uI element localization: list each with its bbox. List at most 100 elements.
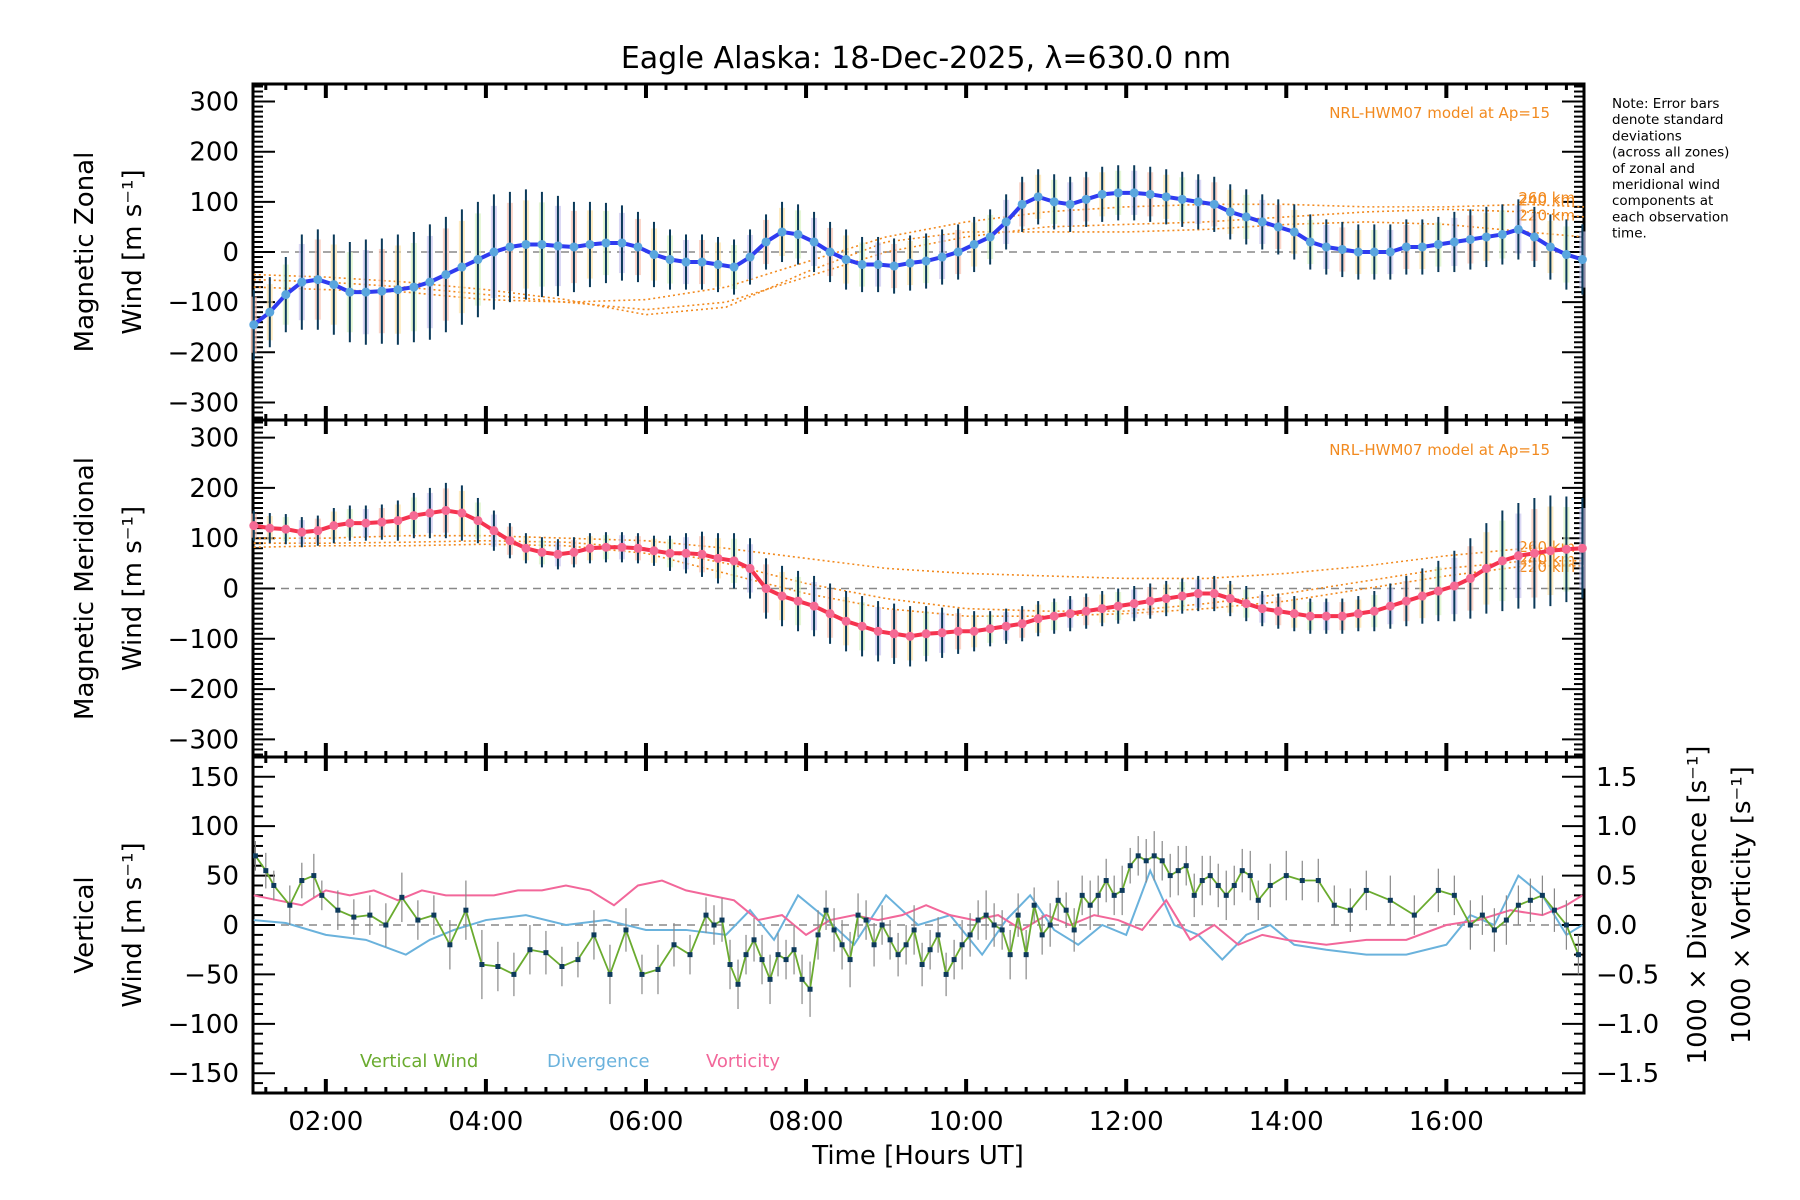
model-curve-260km: [253, 534, 1584, 580]
data-point: [1545, 546, 1555, 556]
vertical-data-point: [719, 917, 725, 923]
data-point: [1385, 247, 1395, 257]
y-axis-title: Wind [m s⁻¹]: [118, 169, 148, 334]
vertical-data-point: [1127, 863, 1133, 869]
data-point: [745, 252, 755, 262]
data-point: [1385, 601, 1395, 611]
y-tick-label: 50: [206, 862, 239, 892]
y2-tick-label: 0.5: [1596, 862, 1637, 892]
data-point: [425, 508, 435, 518]
vertical-data-point: [895, 952, 901, 958]
data-point: [457, 262, 467, 272]
data-point: [521, 543, 531, 553]
data-point: [1081, 606, 1091, 616]
data-point: [745, 563, 755, 573]
x-tick-label: 02:00: [288, 1107, 363, 1137]
data-point: [1113, 601, 1123, 611]
data-point: [1401, 596, 1411, 606]
data-point: [1065, 609, 1075, 619]
data-point: [761, 237, 771, 247]
zonal-model-label: NRL-HWM07 model at Ap=15: [1329, 104, 1550, 122]
y-tick-label: 100: [189, 188, 239, 218]
note-line: denote standard: [1612, 112, 1723, 128]
data-point: [553, 549, 563, 559]
y2-tick-label: 1.5: [1596, 763, 1637, 793]
model-curve-220km: [253, 543, 1584, 617]
data-point: [665, 255, 675, 265]
data-point: [697, 257, 707, 267]
vertical-data-point: [495, 964, 501, 970]
data-point: [633, 543, 643, 553]
divergence-axis-title: 1000 × Divergence [s⁻¹]: [1683, 746, 1713, 1065]
vertical-data-point: [527, 947, 533, 953]
data-point: [1209, 199, 1219, 209]
y-tick-label: −200: [168, 675, 239, 705]
data-point: [1401, 242, 1411, 252]
data-point: [633, 242, 643, 252]
data-point: [489, 526, 499, 536]
data-point: [1225, 594, 1235, 604]
data-point: [537, 239, 547, 249]
x-tick-label: 16:00: [1409, 1107, 1484, 1137]
data-point: [1065, 199, 1075, 209]
vertical-data-point: [1167, 873, 1173, 879]
note-line: of zonal and: [1612, 161, 1695, 177]
data-point: [1129, 599, 1139, 609]
y-tick-label: 300: [189, 88, 239, 118]
data-point: [265, 523, 275, 533]
vertical-data-point: [1247, 873, 1253, 879]
data-point: [249, 521, 259, 531]
vertical-data-point: [711, 922, 717, 928]
vertical-data-point: [1435, 887, 1441, 893]
y-tick-label: −200: [168, 338, 239, 368]
vertical-data-point: [735, 981, 741, 987]
y-axis-title: Wind [m s⁻¹]: [118, 506, 148, 671]
data-point: [905, 631, 915, 641]
data-point: [1465, 573, 1475, 583]
zonal-panel: NRL-HWM07 model at Ap=15 300 200 100 0 −100 −…: [70, 82, 1587, 422]
data-point: [489, 247, 499, 257]
data-point: [1305, 611, 1315, 621]
vertical-data-point: [335, 907, 341, 913]
vertical-data-point: [431, 912, 437, 918]
vertical-data-point: [1175, 868, 1181, 874]
vertical-data-point: [847, 957, 853, 963]
vertical-data-point: [727, 962, 733, 968]
data-point: [377, 517, 387, 527]
data-point: [409, 282, 419, 292]
data-point: [889, 261, 899, 271]
vertical-data-point: [783, 957, 789, 963]
vertical-data-point: [951, 957, 957, 963]
data-point: [729, 556, 739, 566]
data-point: [1289, 609, 1299, 619]
vertical-data-point: [447, 942, 453, 948]
data-point: [1353, 247, 1363, 257]
vertical-data-point: [703, 912, 709, 918]
vertical-data-point: [1183, 863, 1189, 869]
data-point: [1529, 232, 1539, 242]
data-point: [825, 609, 835, 619]
data-point: [393, 516, 403, 526]
vertical-data-point: [1479, 912, 1485, 918]
data-point: [809, 237, 819, 247]
vertical-data-point: [639, 971, 645, 977]
vertical-data-point: [967, 932, 973, 938]
vertical-data-point: [1135, 853, 1141, 859]
data-point: [425, 277, 435, 287]
y2-tick-label: 1.0: [1596, 812, 1637, 842]
vertical-data-point: [751, 937, 757, 943]
data-point: [1193, 589, 1203, 599]
vertical-data-point: [1515, 902, 1521, 908]
y-tick-label: 150: [189, 763, 239, 793]
data-point: [473, 516, 483, 526]
note-line: deviations: [1612, 128, 1682, 144]
data-point: [1497, 229, 1507, 239]
data-point: [1481, 563, 1491, 573]
vertical-data-point: [1079, 892, 1085, 898]
note-line: components at: [1612, 193, 1713, 209]
data-point: [889, 629, 899, 639]
y-tick-label: 100: [189, 812, 239, 842]
vertical-data-point: [1159, 858, 1165, 864]
data-point: [985, 232, 995, 242]
